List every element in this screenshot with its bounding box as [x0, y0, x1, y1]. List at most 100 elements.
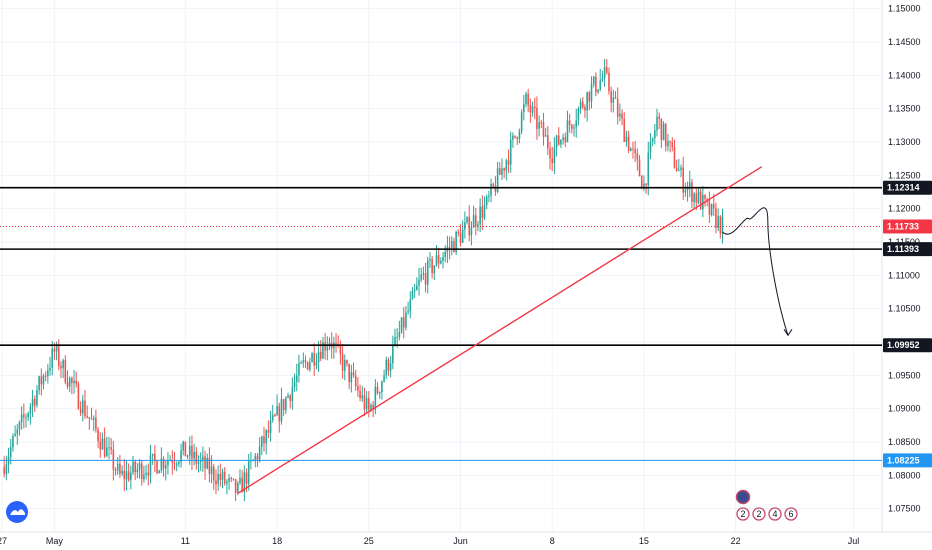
candle-body [261, 436, 263, 447]
event-flag-icon[interactable] [736, 507, 750, 521]
candle-body [398, 332, 401, 337]
candle-body [103, 438, 106, 457]
candle-body [193, 451, 195, 459]
candle-body [269, 420, 272, 433]
candle-body [378, 392, 381, 394]
candle-body [285, 397, 287, 411]
candle-body [110, 447, 112, 450]
candle-body [322, 342, 324, 359]
candle-body [512, 135, 514, 140]
candle-body [239, 477, 241, 483]
candle-body [536, 107, 538, 129]
candle-body [424, 273, 427, 285]
projection-path[interactable] [722, 207, 789, 336]
candle-body [202, 456, 204, 460]
candle-body [365, 397, 368, 410]
candle-body [44, 375, 47, 377]
candle-body [669, 141, 671, 143]
candle-body [549, 148, 551, 159]
candle-body [584, 107, 586, 111]
y-axis-tick-label: 1.10500 [888, 304, 921, 314]
candle-body [354, 375, 357, 387]
candle-body [309, 361, 311, 370]
candle-body [634, 149, 636, 154]
event-marker-count: 4 [772, 509, 777, 519]
candle-body [167, 460, 169, 466]
x-axis-tick-label: 22 [731, 536, 741, 546]
candle-body [134, 461, 136, 473]
x-axis-tick-label: 18 [272, 536, 282, 546]
candle-body [55, 346, 58, 352]
candle-body [440, 260, 442, 264]
candle-body [470, 227, 473, 236]
event-marker-icon[interactable] [735, 489, 751, 505]
candle-body [640, 176, 643, 189]
y-axis-tick-label: 1.12500 [888, 170, 921, 180]
candle-body [699, 191, 702, 210]
price-tag-label: 1.09952 [887, 340, 920, 350]
candle-body [667, 141, 669, 147]
candle-body [154, 453, 156, 462]
candle-body [372, 404, 374, 410]
event-flag-icon[interactable] [768, 507, 782, 521]
candle-body [671, 142, 674, 148]
candle-body [704, 194, 706, 200]
candle-body [468, 217, 471, 236]
candle-body [387, 359, 390, 371]
candle-body [595, 76, 597, 93]
candle-body [38, 376, 40, 391]
candle-body [656, 116, 658, 131]
candle-body [311, 353, 313, 362]
candle-body [182, 441, 185, 451]
tradingview-logo-mark [10, 509, 25, 515]
candle-body [494, 186, 497, 192]
candle-body [394, 337, 396, 346]
candle-body [243, 472, 246, 493]
y-axis-tick-label: 1.09000 [888, 404, 921, 414]
candle-body [693, 193, 695, 203]
candle-body [553, 147, 556, 164]
candle-body [538, 122, 540, 129]
trendline[interactable] [237, 166, 763, 494]
candle-body [608, 72, 610, 92]
candle-body [84, 400, 86, 417]
candle-body [108, 447, 110, 449]
candle-body [562, 137, 564, 140]
candle-body [175, 463, 178, 465]
candle-body [658, 116, 660, 119]
candle-body [212, 466, 215, 481]
candle-body [256, 455, 259, 460]
candle-body [90, 418, 93, 420]
candle-body [619, 113, 621, 117]
candle-body [289, 395, 291, 401]
candle-body [363, 395, 366, 410]
candle-body [678, 169, 680, 171]
candle-body [450, 241, 453, 248]
candle-body [95, 417, 97, 430]
candle-body [31, 398, 34, 407]
event-flag-icon[interactable] [784, 507, 798, 521]
candle-body [97, 429, 99, 442]
candle-body [352, 372, 355, 376]
candle-body [88, 417, 91, 419]
candle-body [402, 317, 405, 328]
candle-body [660, 118, 663, 141]
candle-body [664, 123, 667, 147]
candle-body [516, 137, 519, 139]
candle-body [215, 480, 217, 485]
candle-body [527, 93, 529, 106]
candle-body [276, 405, 278, 416]
candle-body [250, 460, 252, 462]
event-flag-icon[interactable] [752, 507, 766, 521]
y-axis-tick-label: 1.14500 [888, 37, 921, 47]
y-axis-tick-label: 1.08500 [888, 437, 921, 447]
candle-body [66, 382, 69, 387]
candle-body [638, 159, 641, 177]
candle-body [293, 381, 296, 388]
candle-body [675, 167, 678, 171]
candle-body [280, 399, 283, 422]
candle-body [507, 160, 510, 165]
candle-body [114, 469, 117, 471]
